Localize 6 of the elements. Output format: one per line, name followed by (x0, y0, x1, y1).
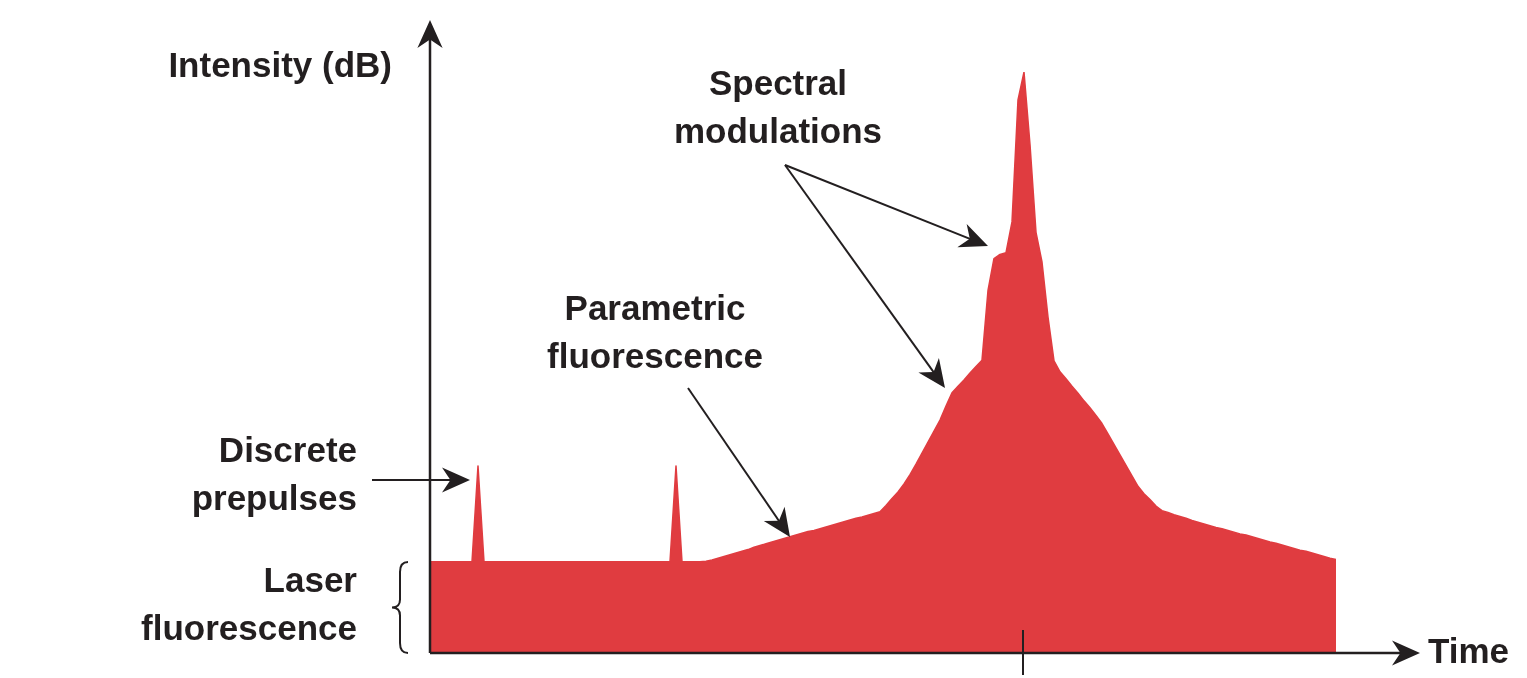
x-axis-title: Time (1428, 630, 1510, 670)
text: Discrete prepulses (191, 429, 357, 517)
annotation: Spectral modulations (673, 62, 883, 150)
y-axis-title: Intensity (dB) (168, 44, 392, 84)
annotation: Parametric fluorescence (547, 287, 763, 375)
text: Laser fluorescence (141, 559, 358, 647)
